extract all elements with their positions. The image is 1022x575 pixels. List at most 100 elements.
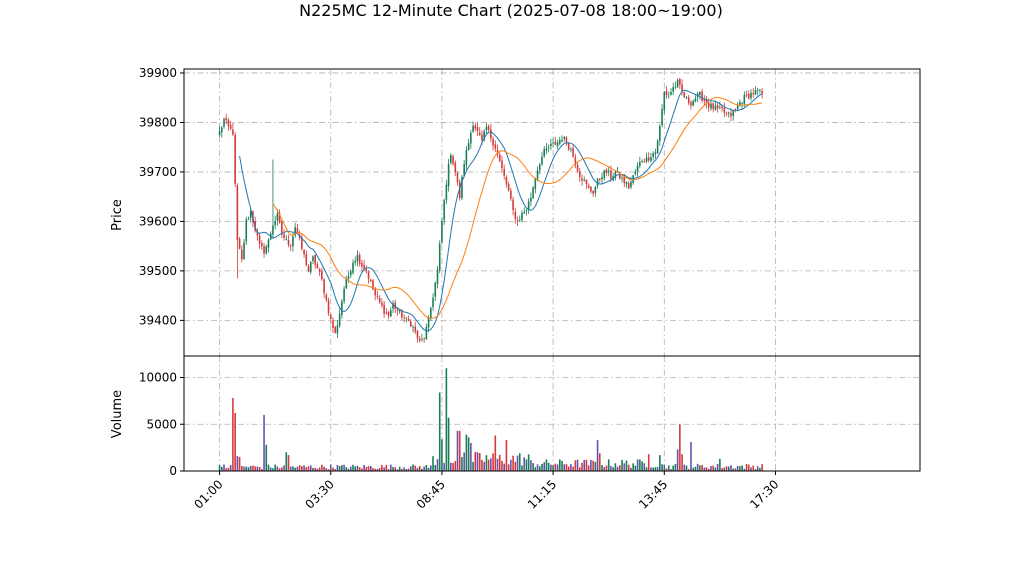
candle-body [594,186,597,193]
candle-body [267,239,270,248]
candle-body [623,176,626,184]
candle-body [325,294,328,300]
candle-body [650,157,652,161]
candle-body [329,314,332,320]
candle-body [683,92,686,98]
moving-average-lines [239,89,763,332]
candle-body [496,149,499,155]
candle-body [349,271,352,276]
volume-bar [667,465,670,471]
volume-bar [672,465,674,471]
candle-body [527,201,530,210]
candle-body [732,110,735,116]
volume-bar [587,465,590,471]
volume-bar [301,466,303,471]
volume-bar [623,463,626,471]
volume-bar [683,464,686,471]
candle-body [498,154,501,162]
volume-bar [570,464,572,471]
candle-body [661,109,663,126]
candle-body [639,161,641,166]
volume-bar [690,442,692,471]
volume-bar [394,467,397,471]
candle-body [547,147,550,148]
candle-body [281,221,283,235]
x-tick-label: 11:15 [525,477,559,511]
volume-bar [634,465,637,471]
volume-bar [225,468,228,471]
price-tick-label: 39900 [139,66,177,80]
volume-bar [639,459,641,471]
candle-body [481,134,483,141]
price-panel-frame [183,68,921,357]
volume-bar [543,462,546,471]
price-gridlines [184,69,920,356]
candle-body [461,176,463,199]
candle-body [423,338,425,340]
price-tick-label: 39700 [139,165,177,179]
volume-bar [496,458,499,471]
volume-bar [552,465,554,471]
candle-body [381,302,383,306]
volume-bar [227,467,230,471]
candle-body [663,92,666,111]
volume-bar [414,465,417,471]
volume-bar [636,459,639,471]
volume-bar [349,466,352,471]
volume-bar [425,464,428,471]
x-ticks: 01:00 03:30 08:45 11:15 13:45 17:30 [191,471,782,512]
volume-bar [663,464,666,471]
candle-body [714,105,717,110]
candle-body [690,102,692,106]
candle-body [736,105,739,109]
candle-body [741,103,743,104]
candle-body [634,171,637,175]
candle-body [592,190,594,194]
candle-body [681,84,683,92]
volume-bar [229,465,232,471]
volume-bar [383,467,385,471]
candle-body [554,141,557,145]
candle-body [641,161,643,162]
volume-bar [605,465,608,471]
volume-bar [358,467,361,471]
volume-bar [403,467,405,471]
candle-body [327,300,330,314]
volume-bar [574,460,577,471]
volume-bar [759,467,761,471]
candle-body [236,185,239,240]
volume-bar [536,464,539,471]
volume-bar [278,468,281,471]
candle-body [438,243,441,271]
volume-bar [603,467,606,471]
volume-bar [545,459,548,471]
volume-bar [736,465,739,471]
volume-bar [538,466,541,471]
volume-bar [343,464,345,471]
candle-body [314,255,316,265]
volume-bar [412,464,414,471]
candle-body [750,92,752,99]
candle-body [532,187,534,199]
candle-body [450,154,452,164]
candle-body [630,181,632,188]
candle-body [372,280,374,290]
volume-bar [619,465,621,471]
volume-bar [596,440,599,471]
candle-body [467,142,470,151]
volume-bar [556,464,559,471]
volume-bar [285,452,288,471]
volume-bar [221,466,223,471]
volume-bar [452,462,454,471]
candle-body [345,278,348,289]
volume-bar [405,468,408,471]
volume-bar [329,464,332,471]
candle-body [476,127,479,131]
volume-bar [441,439,443,471]
volume-bar [621,459,623,471]
volume-bar [376,468,379,471]
volume-bar [389,464,392,471]
candle-body [387,311,390,316]
volume-bar [725,466,728,471]
volume-bar [341,465,343,471]
